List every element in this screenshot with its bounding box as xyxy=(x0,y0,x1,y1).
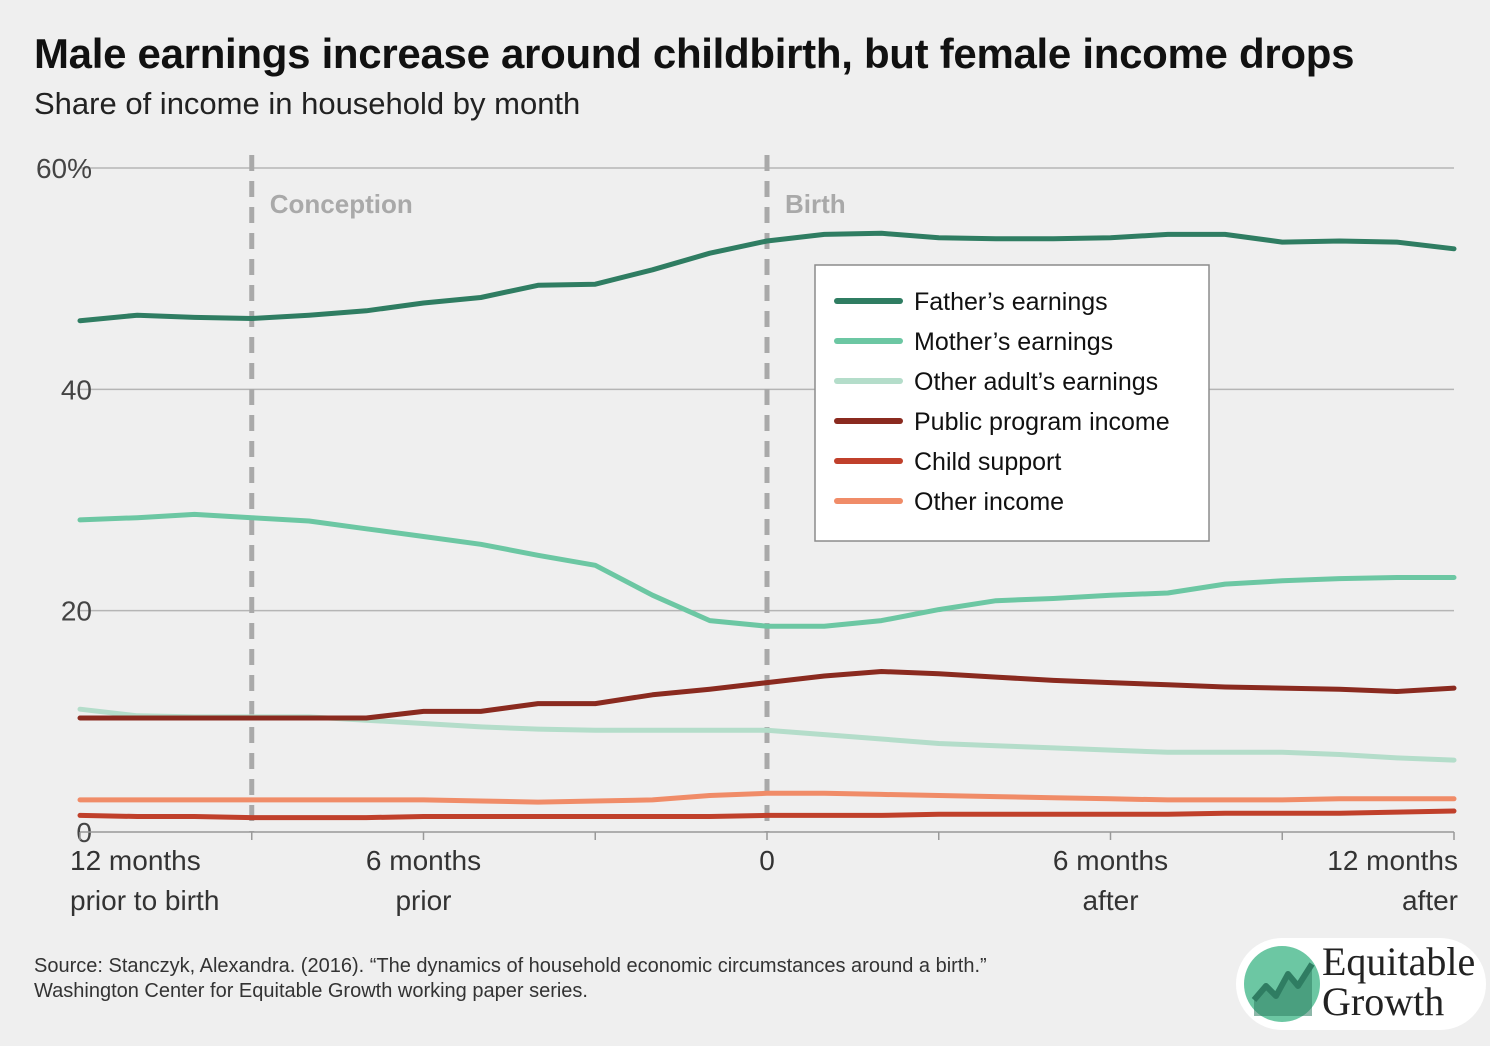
source-note: Source: Stanczyk, Alexandra. (2016). “Th… xyxy=(34,954,987,1004)
series-lines xyxy=(77,230,1457,821)
legend: Father’s earnings Mother’s earnings Other … xyxy=(814,264,1210,542)
equitable-growth-logo xyxy=(1236,938,1486,1030)
series-line xyxy=(77,511,1457,629)
annotation-label: Conception xyxy=(270,189,413,219)
y-tick-label: 20 xyxy=(61,596,92,627)
x-tick-label: 12 months after xyxy=(1327,845,1458,916)
y-tick-label: 60% xyxy=(36,153,92,184)
x-tick-label: 6 months prior xyxy=(366,845,481,916)
line-chart: Conception Birth 0 20 40 60% 12 months prior t… xyxy=(36,153,1458,916)
x-tick-label: 12 months prior to birth xyxy=(70,845,219,916)
logo-wordmark: Equitable Growth xyxy=(1322,942,1475,1022)
legend-label: Other adult’s earnings xyxy=(914,368,1158,396)
legend-label: Mother’s earnings xyxy=(914,328,1113,356)
chart-subtitle: Share of income in household by month xyxy=(34,86,581,121)
series-line xyxy=(77,230,1457,324)
source-line-1: Source: Stanczyk, Alexandra. (2016). “Th… xyxy=(34,955,987,977)
chart-title: Male earnings increase around childbirth… xyxy=(34,30,1355,77)
x-tick-label-line: 0 xyxy=(759,845,775,876)
series-line xyxy=(77,808,1457,821)
legend-label: Public program income xyxy=(914,408,1170,436)
growth-area-icon xyxy=(1254,964,1312,1016)
source-line-2: Washington Center for Equitable Growth w… xyxy=(34,980,588,1002)
x-tick-label-line: 6 months xyxy=(366,845,481,876)
logo-line-1: Equitable xyxy=(1322,939,1476,984)
legend-label: Other income xyxy=(914,488,1064,516)
series-line xyxy=(77,669,1457,721)
x-tick-label: 0 xyxy=(759,845,775,876)
legend-label: Father’s earnings xyxy=(914,288,1108,316)
x-tick-label-line: after xyxy=(1082,885,1138,916)
x-tick-label-line: prior xyxy=(395,885,451,916)
annotation-label: Birth xyxy=(785,189,846,219)
series-line xyxy=(77,790,1457,805)
x-tick-label-line: 6 months xyxy=(1053,845,1168,876)
x-tick-label-line: 12 months xyxy=(70,845,201,876)
x-tick-label-line: 12 months xyxy=(1327,845,1458,876)
y-tick-label: 40 xyxy=(61,374,92,405)
legend-label: Child support xyxy=(914,448,1061,476)
legend-box xyxy=(814,264,1210,542)
x-tick-label-line: prior to birth xyxy=(70,885,219,916)
logo-line-2: Growth xyxy=(1322,979,1445,1024)
x-tick-label-line: after xyxy=(1402,885,1458,916)
x-tick-label: 6 months after xyxy=(1053,845,1168,916)
axes: 0 20 40 60% 12 months prior to birth 6 months p… xyxy=(36,153,1458,916)
annotation-lines: Conception Birth xyxy=(249,155,846,832)
